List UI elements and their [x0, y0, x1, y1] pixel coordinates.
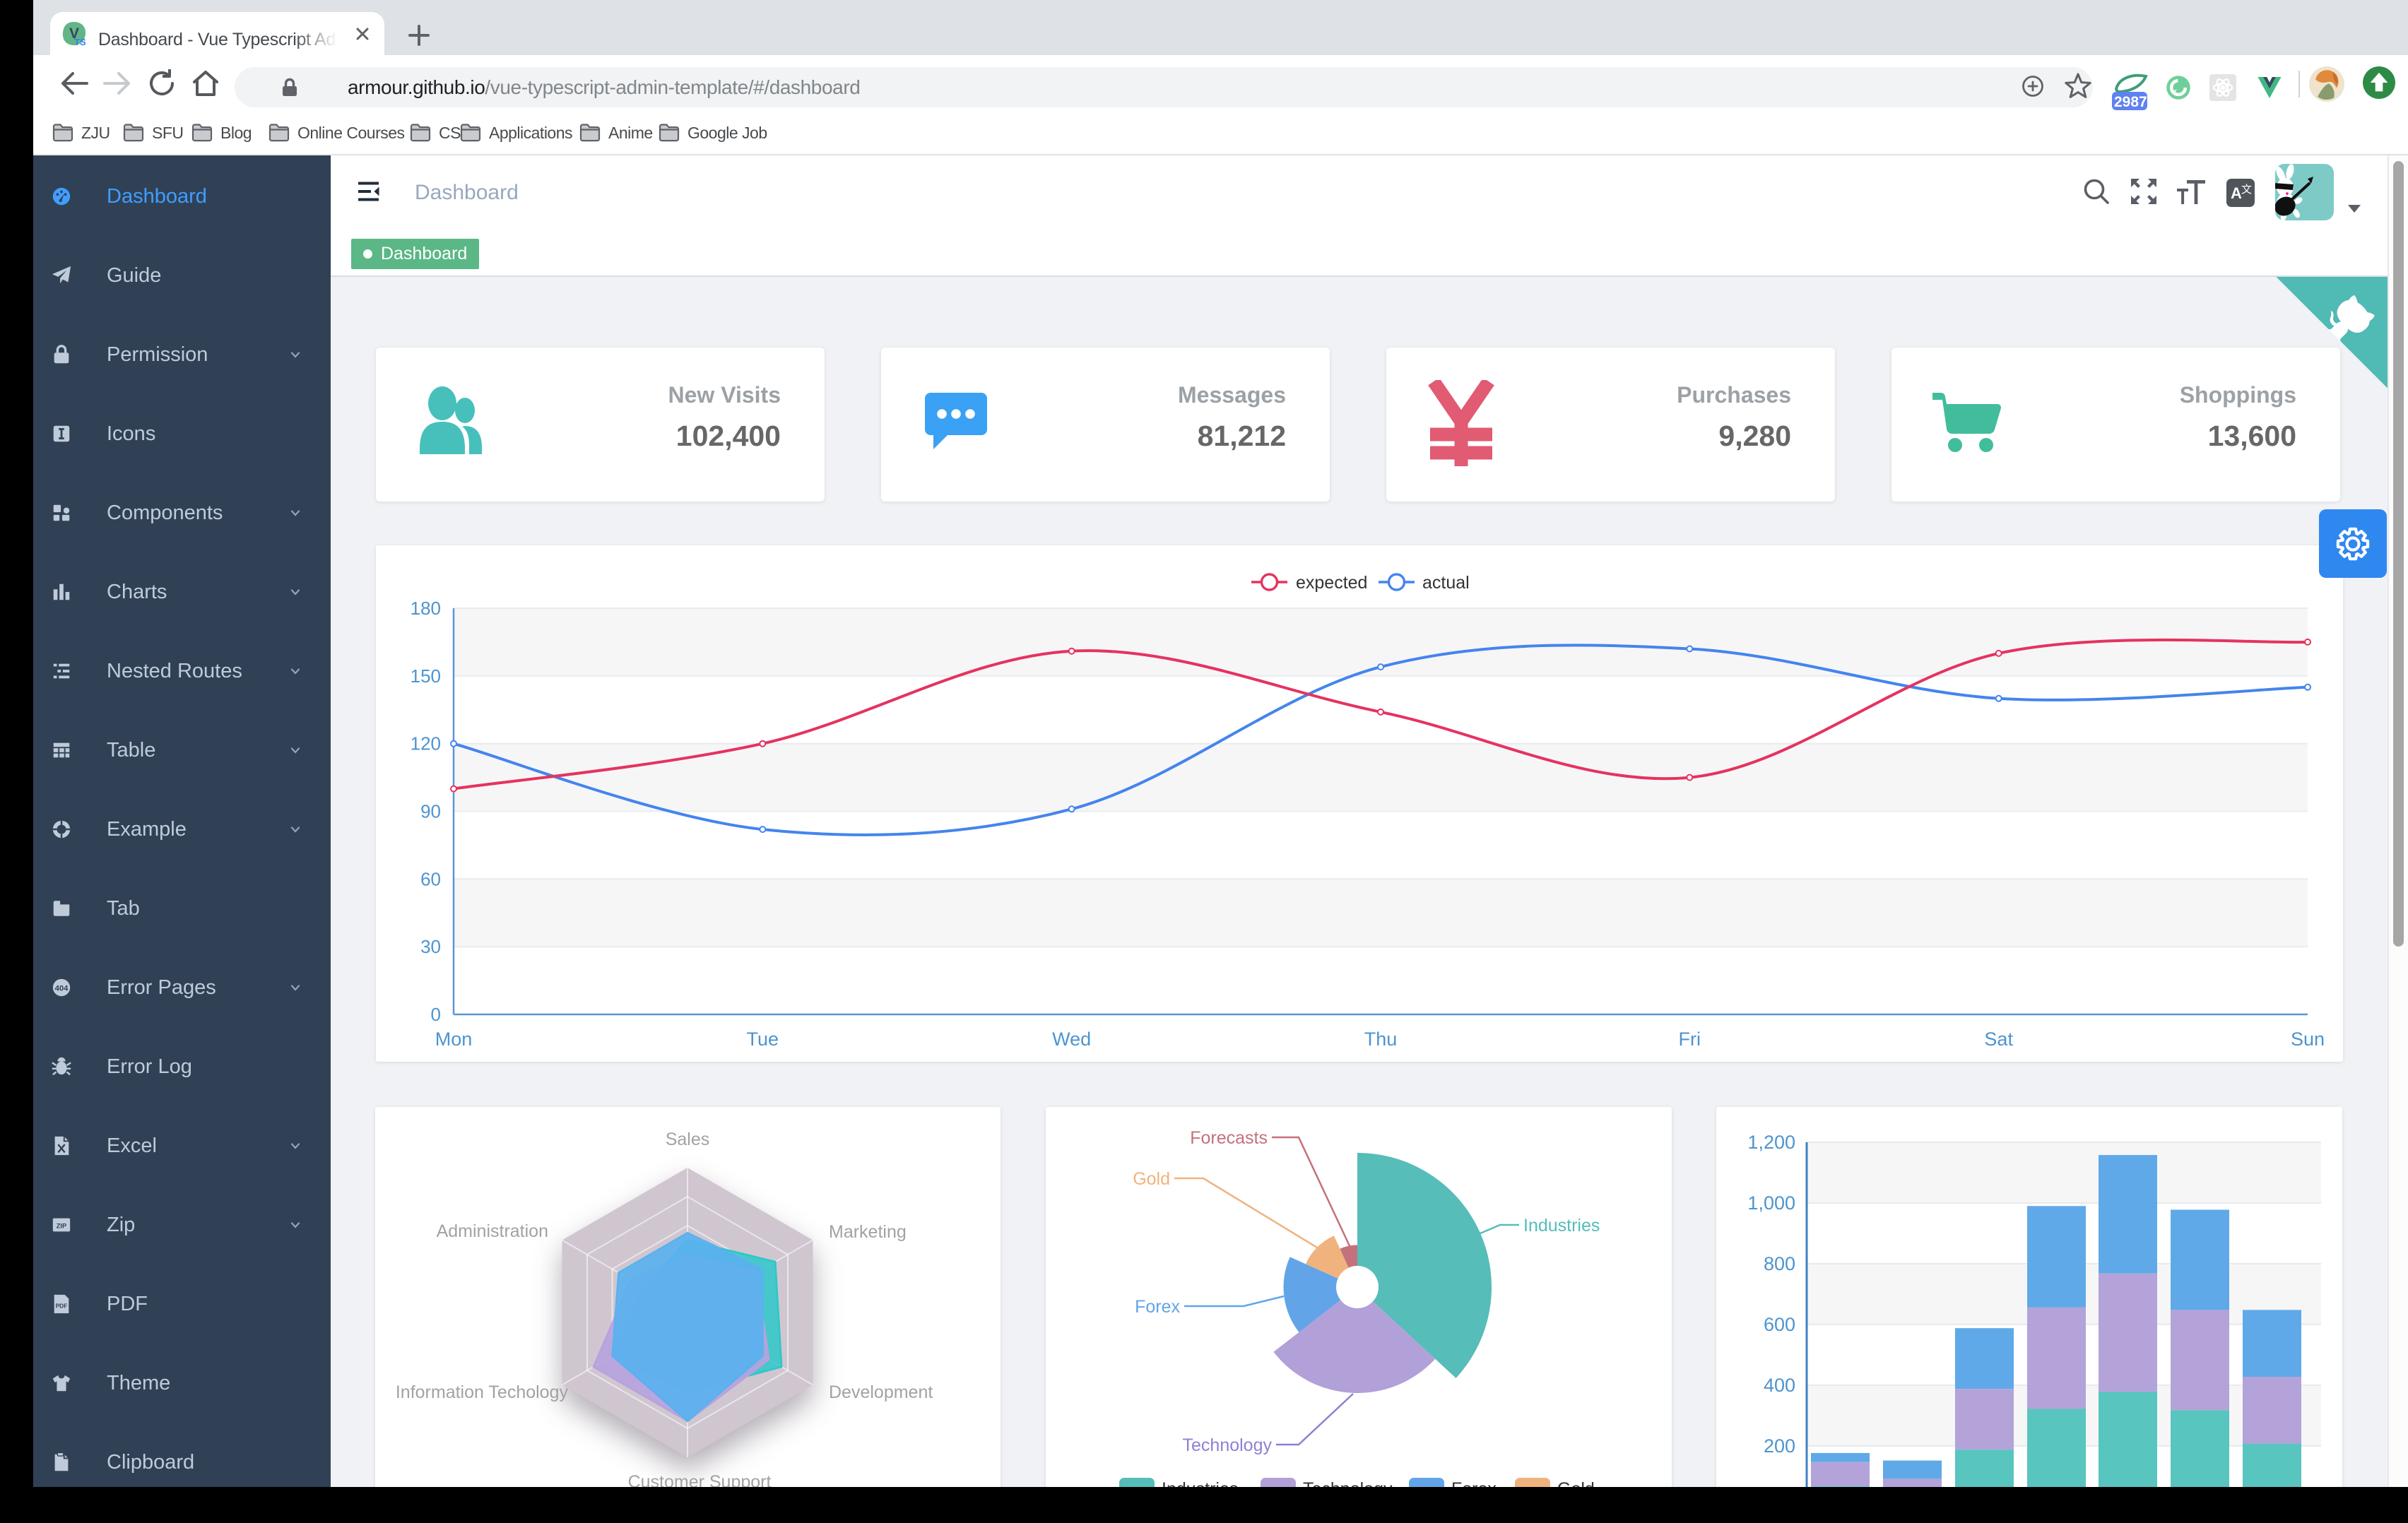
svg-text:Gold: Gold — [1133, 1169, 1170, 1189]
svg-text:Development: Development — [829, 1382, 933, 1402]
svg-text:Mon: Mon — [435, 1029, 473, 1050]
svg-text:Forex: Forex — [1451, 1479, 1497, 1487]
svg-text:600: 600 — [1764, 1314, 1795, 1335]
svg-text:actual: actual — [1422, 573, 1470, 593]
svg-text:404: 404 — [55, 985, 69, 993]
svg-text:Tue: Tue — [747, 1029, 779, 1050]
svg-text:1,200: 1,200 — [1747, 1132, 1795, 1153]
svg-text:Marketing: Marketing — [829, 1222, 907, 1242]
svg-text:Fri: Fri — [1679, 1029, 1701, 1050]
svg-text:Information Techology: Information Techology — [396, 1382, 569, 1402]
svg-text:400: 400 — [1764, 1375, 1795, 1396]
svg-text:30: 30 — [420, 936, 441, 957]
svg-text:Sales: Sales — [666, 1130, 710, 1149]
svg-text:A: A — [2231, 184, 2242, 202]
svg-text:90: 90 — [420, 801, 441, 822]
svg-text:0: 0 — [431, 1004, 441, 1025]
svg-text:Administration: Administration — [437, 1221, 548, 1241]
svg-text:PDF: PDF — [56, 1303, 68, 1310]
svg-text:Gold: Gold — [1557, 1479, 1595, 1487]
svg-text:ZIP: ZIP — [57, 1223, 67, 1230]
svg-text:1,000: 1,000 — [1747, 1192, 1795, 1214]
svg-text:Sun: Sun — [2291, 1029, 2325, 1050]
svg-text:800: 800 — [1764, 1253, 1795, 1274]
svg-text:expected: expected — [1296, 573, 1367, 593]
svg-text:180: 180 — [411, 598, 441, 619]
svg-text:文: 文 — [2241, 184, 2252, 196]
svg-text:2987: 2987 — [2114, 94, 2147, 110]
svg-text:150: 150 — [411, 665, 441, 687]
svg-text:Wed: Wed — [1052, 1029, 1091, 1050]
svg-text:Thu: Thu — [1364, 1029, 1398, 1050]
svg-text:Technology: Technology — [1183, 1435, 1273, 1455]
svg-text:120: 120 — [411, 733, 441, 754]
svg-text:Industries: Industries — [1162, 1479, 1238, 1487]
svg-text:V: V — [69, 25, 79, 42]
svg-text:TS: TS — [74, 37, 86, 47]
svg-text:Forex: Forex — [1135, 1297, 1180, 1317]
svg-text:Technology: Technology — [1303, 1479, 1393, 1487]
svg-text:Sat: Sat — [1984, 1029, 2013, 1050]
svg-text:200: 200 — [1764, 1435, 1795, 1457]
svg-text:Industries: Industries — [1523, 1216, 1600, 1235]
svg-text:Customer Support: Customer Support — [628, 1472, 772, 1487]
svg-text:Forecasts: Forecasts — [1190, 1128, 1268, 1148]
svg-text:60: 60 — [420, 868, 441, 889]
